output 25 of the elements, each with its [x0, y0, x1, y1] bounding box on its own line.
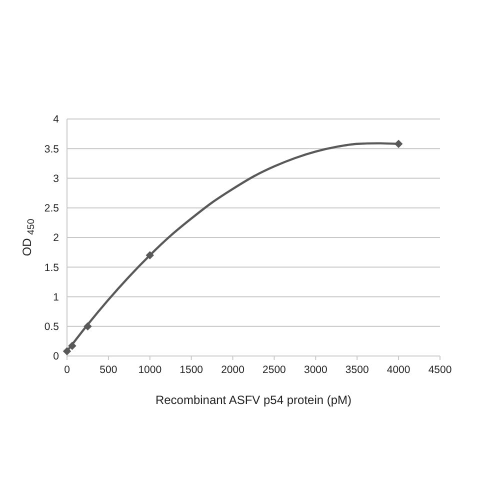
y-tick-label: 0	[53, 350, 60, 363]
x-tick-label: 3000	[304, 364, 328, 376]
x-tick-label: 4500	[428, 364, 452, 376]
y-tick-label: 3.5	[44, 143, 60, 156]
x-tick-label: 1000	[138, 364, 162, 376]
y-tick-label: 2	[53, 232, 60, 244]
point	[62, 347, 72, 356]
y-tick-label: 0.5	[44, 321, 60, 334]
y-tick-label: 4	[53, 114, 60, 126]
x-tick-label: 2500	[262, 364, 286, 376]
x-tick-label: 1500	[180, 364, 204, 376]
x-tick-label: 500	[100, 364, 118, 376]
x-tick-label: 3500	[345, 364, 369, 376]
point	[68, 342, 76, 350]
point	[394, 140, 403, 148]
point	[146, 251, 154, 260]
y-tick-label: 1	[53, 291, 60, 304]
x-tick-label: 0	[64, 364, 70, 376]
x-axis-title: Recombinant ASFV p54 protein (pM)	[155, 393, 352, 407]
y-tick-label: 3	[53, 172, 60, 185]
y-tick-label: 1.5	[44, 262, 60, 274]
y-tick-label: 2.5	[44, 202, 60, 215]
point	[84, 322, 92, 330]
x-tick-label: 4000	[386, 364, 410, 376]
x-tick-label: 2000	[221, 364, 245, 376]
